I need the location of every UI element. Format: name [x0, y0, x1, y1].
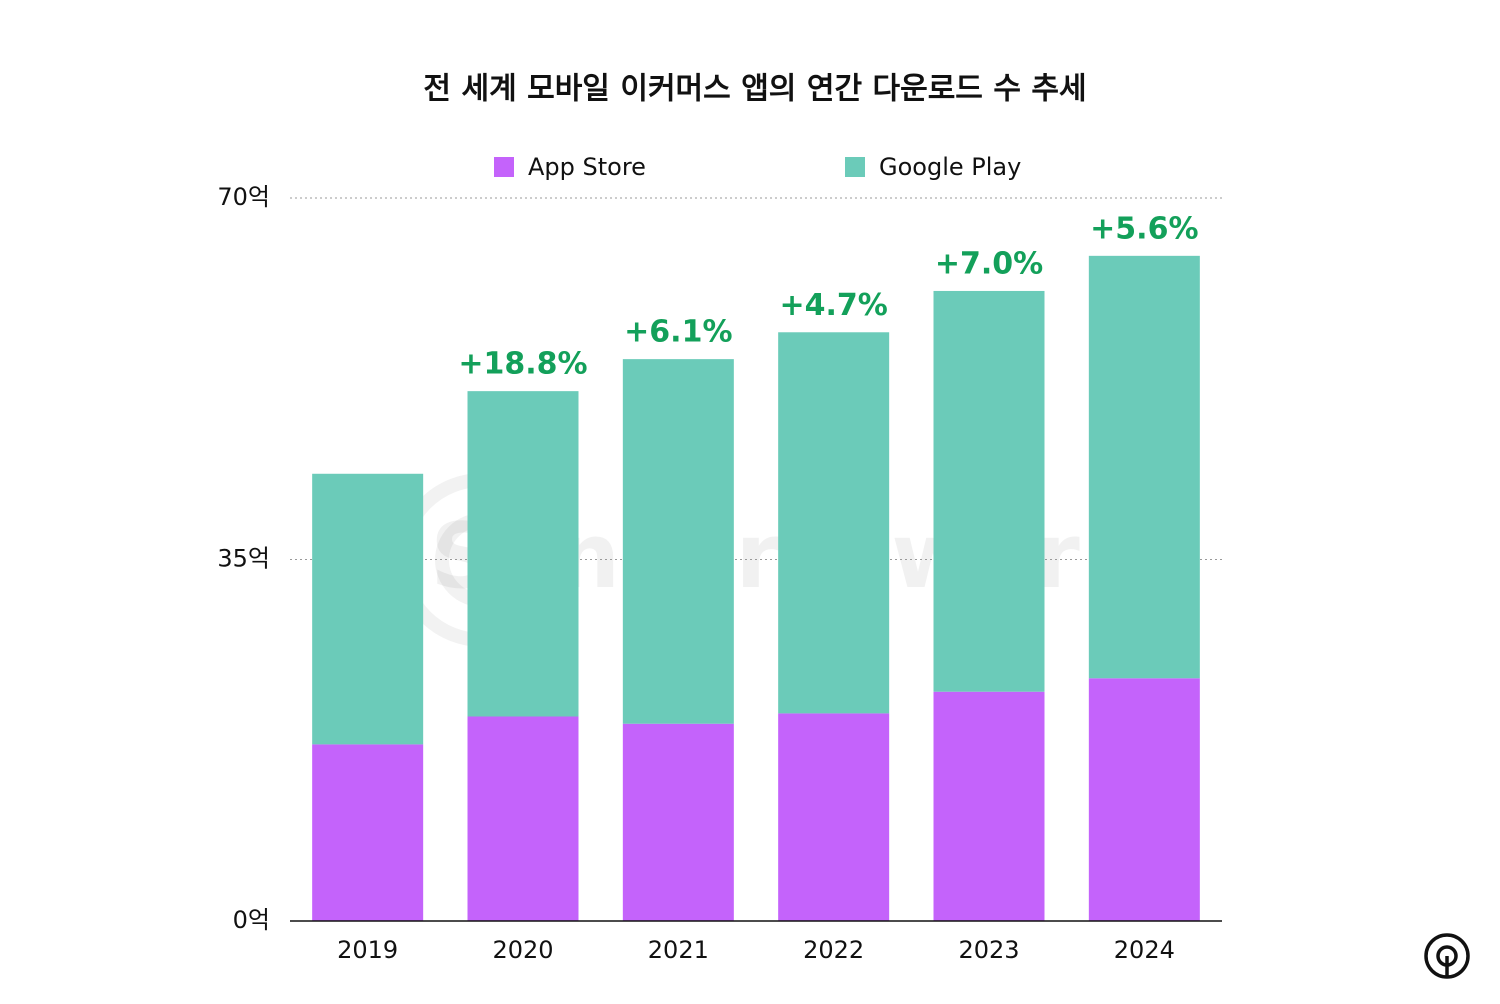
bar-segment	[778, 332, 890, 714]
bar-segment	[933, 290, 1045, 692]
bar-segment	[1088, 678, 1200, 921]
bar-segment	[312, 744, 424, 921]
bar-segment	[622, 723, 734, 921]
x-tick-label: 2023	[958, 936, 1019, 964]
bar-segment	[778, 713, 890, 921]
y-tick-label: 0억	[233, 906, 270, 934]
bar-segment	[622, 359, 734, 724]
corner-logo	[1424, 933, 1470, 979]
growth-label: +6.1%	[624, 315, 732, 350]
bar-segment	[1088, 255, 1200, 679]
bar-segment	[312, 473, 424, 745]
x-tick-label: 2021	[648, 936, 709, 964]
y-tick-label: 35억	[217, 545, 270, 573]
legend-label: App Store	[528, 153, 646, 181]
x-tick-label: 2022	[803, 936, 864, 964]
x-tick-label: 2024	[1114, 936, 1175, 964]
y-tick-label: 70억	[217, 183, 270, 211]
bar-segment	[467, 391, 579, 717]
chart-title: 전 세계 모바일 이커머스 앱의 연간 다운로드 수 추세	[423, 72, 1086, 107]
x-tick-label: 2020	[492, 936, 553, 964]
growth-label: +4.7%	[779, 288, 887, 323]
legend-label: Google Play	[879, 153, 1021, 181]
bar-segment	[467, 716, 579, 921]
growth-label: +5.6%	[1090, 211, 1198, 246]
legend-swatch	[494, 157, 514, 177]
legend-swatch	[845, 157, 865, 177]
x-tick-label: 2019	[337, 936, 398, 964]
growth-label: +7.0%	[935, 246, 1043, 281]
growth-label: +18.8%	[458, 347, 587, 382]
bar-segment	[933, 691, 1045, 921]
